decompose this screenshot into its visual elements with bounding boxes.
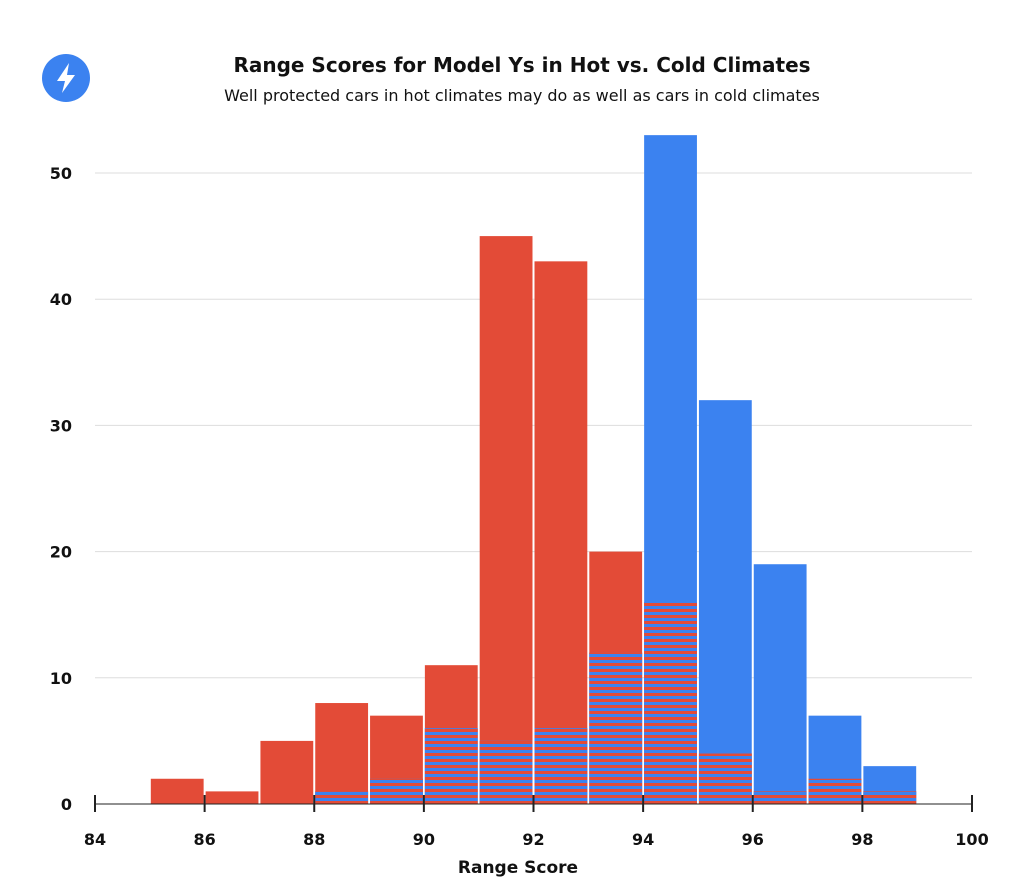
hot-bar-87 <box>260 740 314 804</box>
x-tick-label: 92 <box>522 830 544 849</box>
overlap-bars <box>315 602 917 804</box>
y-tick-label: 10 <box>50 669 72 688</box>
overlap-bar-88 <box>315 791 369 804</box>
x-tick-label: 100 <box>955 830 988 849</box>
cold-bar-95 <box>698 400 752 804</box>
y-tick-label: 40 <box>50 290 72 309</box>
x-axis-label: Range Score <box>458 858 578 878</box>
y-tick-label: 50 <box>50 164 72 183</box>
x-tick-label: 94 <box>632 830 654 849</box>
x-tick-label: 88 <box>303 830 325 849</box>
x-tick-label: 86 <box>193 830 215 849</box>
overlap-bar-90 <box>424 728 478 804</box>
x-axis: 84 86 88 90 92 94 96 98 100 <box>84 795 989 849</box>
chart-title: Range Scores for Model Ys in Hot vs. Col… <box>233 53 810 77</box>
chart-subtitle: Well protected cars in hot climates may … <box>224 86 820 105</box>
x-tick-label: 84 <box>84 830 106 849</box>
overlap-bar-96 <box>753 791 807 804</box>
overlap-bar-93 <box>589 652 643 804</box>
x-tick-label: 96 <box>742 830 764 849</box>
y-gridlines <box>95 172 972 679</box>
y-tick-label: 0 <box>61 795 72 814</box>
overlap-bar-92 <box>534 728 588 804</box>
lightning-bolt-shape <box>57 63 75 93</box>
hot-bar-91 <box>479 236 533 805</box>
hot-bar-85 <box>150 778 204 804</box>
overlap-bar-91 <box>479 740 533 804</box>
overlap-bar-94 <box>644 602 697 804</box>
overlap-bar-97 <box>808 778 862 804</box>
y-tick-labels: 0 10 20 30 40 50 <box>50 164 72 814</box>
hot-bar-86 <box>205 791 259 804</box>
x-tick-label: 98 <box>851 830 873 849</box>
overlap-bar-95 <box>698 753 752 804</box>
hot-bar-88 <box>315 703 369 804</box>
hot-bar-92 <box>534 261 588 805</box>
x-tick-label: 90 <box>413 830 435 849</box>
lightning-bolt-icon <box>42 54 90 102</box>
overlap-bar-98 <box>863 791 917 804</box>
y-tick-label: 20 <box>50 543 72 562</box>
overlap-bar-89 <box>370 778 423 804</box>
y-tick-label: 30 <box>50 416 72 435</box>
cold-bar-96 <box>753 564 807 804</box>
